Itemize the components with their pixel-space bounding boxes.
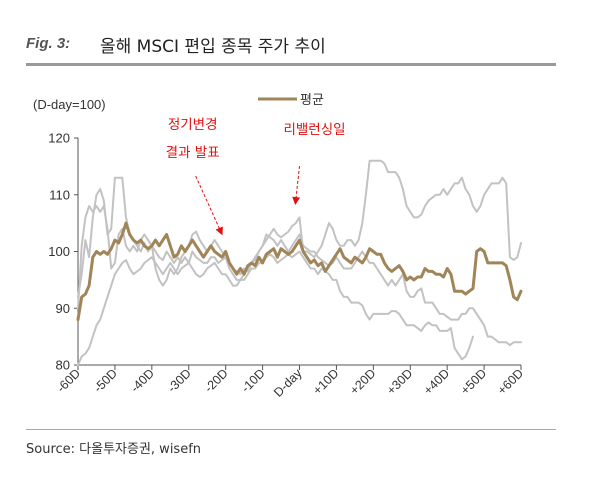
x-tick-label: +10D [310,366,341,397]
series-line-stock-3 [77,205,522,347]
series-line-average [76,221,523,322]
x-tick-label: +30D [384,366,415,397]
y-tick-label: 100 [48,244,70,259]
x-tick-label: -50D [91,366,120,395]
y-tick-label: 90 [56,301,70,316]
unit-label: (D-day=100) [33,97,106,112]
x-tick-label: -20D [202,366,231,395]
x-tick-label: -30D [165,366,194,395]
legend: 평균 [258,93,324,108]
y-tick-label: 110 [49,187,70,202]
x-tick-label: -40D [128,366,157,395]
annotation-arrow [195,175,223,236]
annotation-text: 리밸런싱일 [283,122,345,138]
figure-header: Fig. 3: 올해 MSCI 편입 종목 주가 추이 [26,30,566,58]
y-tick-label: 80 [56,358,70,373]
series-line-stock-2 [77,250,474,366]
series-line-stock-1 [77,159,522,298]
x-tick-label: +50D [458,366,489,397]
figure-label: Fig. 3: [26,35,71,52]
y-tick-label: 120 [48,131,70,146]
annotation-arrow [292,165,301,205]
annotation-text: 정기변경 [168,117,218,133]
footer-divider [26,429,556,430]
legend-label-average: 평균 [300,93,324,108]
x-tick-label: +20D [347,366,378,397]
annotation-text: 결과 발표 [166,145,220,161]
x-tick-label: +40D [421,366,452,397]
x-tick-label: -10D [239,366,268,395]
header-divider [26,63,556,66]
x-tick-label: D-day [271,366,305,400]
source-note: Source: 다올투자증권, wisefn [26,442,202,457]
x-tick-label: +60D [495,366,526,397]
figure-title: 올해 MSCI 편입 종목 주가 추이 [100,37,326,57]
